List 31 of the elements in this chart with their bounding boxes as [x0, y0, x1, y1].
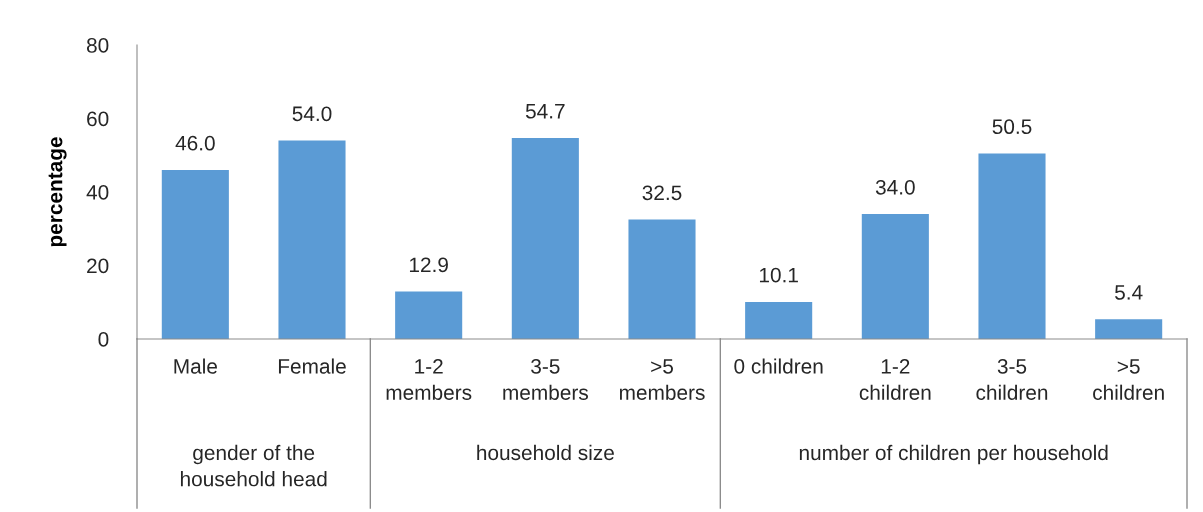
x-tick-label: Female	[278, 358, 346, 374]
y-tick-label: 80	[86, 38, 109, 53]
data-label: 50.5	[992, 119, 1032, 135]
bar	[978, 153, 1046, 339]
bar	[861, 214, 929, 339]
data-label: 12.9	[409, 257, 448, 273]
x-tick-label: 0 children	[734, 358, 823, 374]
data-label: 54.0	[292, 106, 332, 122]
data-label: 34.0	[875, 179, 915, 195]
x-axis-title: gender of the household head	[180, 444, 327, 487]
x-tick-label: 1-2 members	[386, 358, 472, 400]
x-axis-title: number of children per household	[799, 444, 1108, 465]
y-axis-title: percentage	[48, 137, 67, 247]
x-axis-title: household size	[477, 444, 614, 461]
data-label: 32.5	[642, 185, 682, 201]
x-tick-label: 3-5 members	[503, 358, 588, 400]
data-label: 54.7	[525, 104, 565, 119]
data-label: 10.1	[759, 267, 798, 283]
x-tick-label: 1-2 children	[859, 358, 931, 400]
x-tick-label: >5 children	[1093, 359, 1164, 400]
x-tick-label: >5 members	[619, 359, 705, 400]
y-tick-label: 20	[87, 258, 109, 274]
data-label: 5.4	[1115, 285, 1143, 300]
y-tick-label: 0	[98, 332, 109, 347]
bar	[745, 301, 813, 339]
data-label: 46.0	[175, 135, 215, 151]
x-tick-label: 3-5 children	[976, 358, 1048, 400]
bar	[1095, 319, 1163, 339]
y-tick-label: 60	[87, 111, 109, 127]
y-tick-label: 40	[86, 185, 109, 200]
x-tick-label: Male	[174, 358, 217, 374]
